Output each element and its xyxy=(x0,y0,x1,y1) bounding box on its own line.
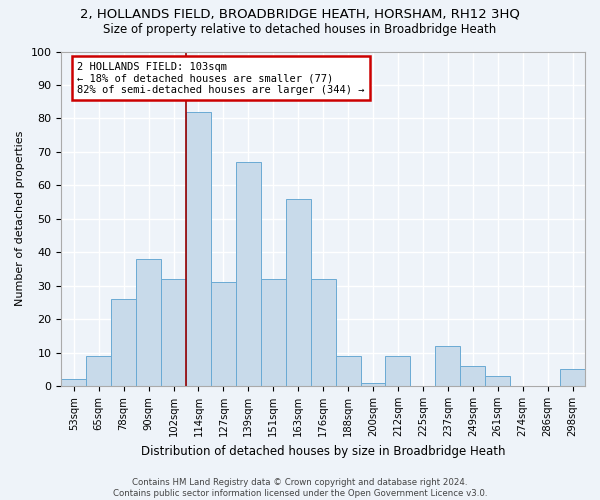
Bar xyxy=(261,279,286,386)
Text: Size of property relative to detached houses in Broadbridge Heath: Size of property relative to detached ho… xyxy=(103,22,497,36)
Bar xyxy=(61,380,86,386)
X-axis label: Distribution of detached houses by size in Broadbridge Heath: Distribution of detached houses by size … xyxy=(141,444,505,458)
Bar xyxy=(436,346,460,386)
Bar xyxy=(335,356,361,386)
Bar xyxy=(186,112,211,386)
Text: 2 HOLLANDS FIELD: 103sqm
← 18% of detached houses are smaller (77)
82% of semi-d: 2 HOLLANDS FIELD: 103sqm ← 18% of detach… xyxy=(77,62,365,94)
Bar xyxy=(161,279,186,386)
Bar xyxy=(286,198,311,386)
Bar xyxy=(361,382,385,386)
Bar xyxy=(136,259,161,386)
Text: Contains HM Land Registry data © Crown copyright and database right 2024.
Contai: Contains HM Land Registry data © Crown c… xyxy=(113,478,487,498)
Y-axis label: Number of detached properties: Number of detached properties xyxy=(15,131,25,306)
Text: 2, HOLLANDS FIELD, BROADBRIDGE HEATH, HORSHAM, RH12 3HQ: 2, HOLLANDS FIELD, BROADBRIDGE HEATH, HO… xyxy=(80,8,520,20)
Bar xyxy=(86,356,111,386)
Bar xyxy=(211,282,236,386)
Bar xyxy=(460,366,485,386)
Bar xyxy=(236,162,261,386)
Bar xyxy=(111,299,136,386)
Bar xyxy=(560,370,585,386)
Bar xyxy=(485,376,510,386)
Bar xyxy=(311,279,335,386)
Bar xyxy=(385,356,410,386)
